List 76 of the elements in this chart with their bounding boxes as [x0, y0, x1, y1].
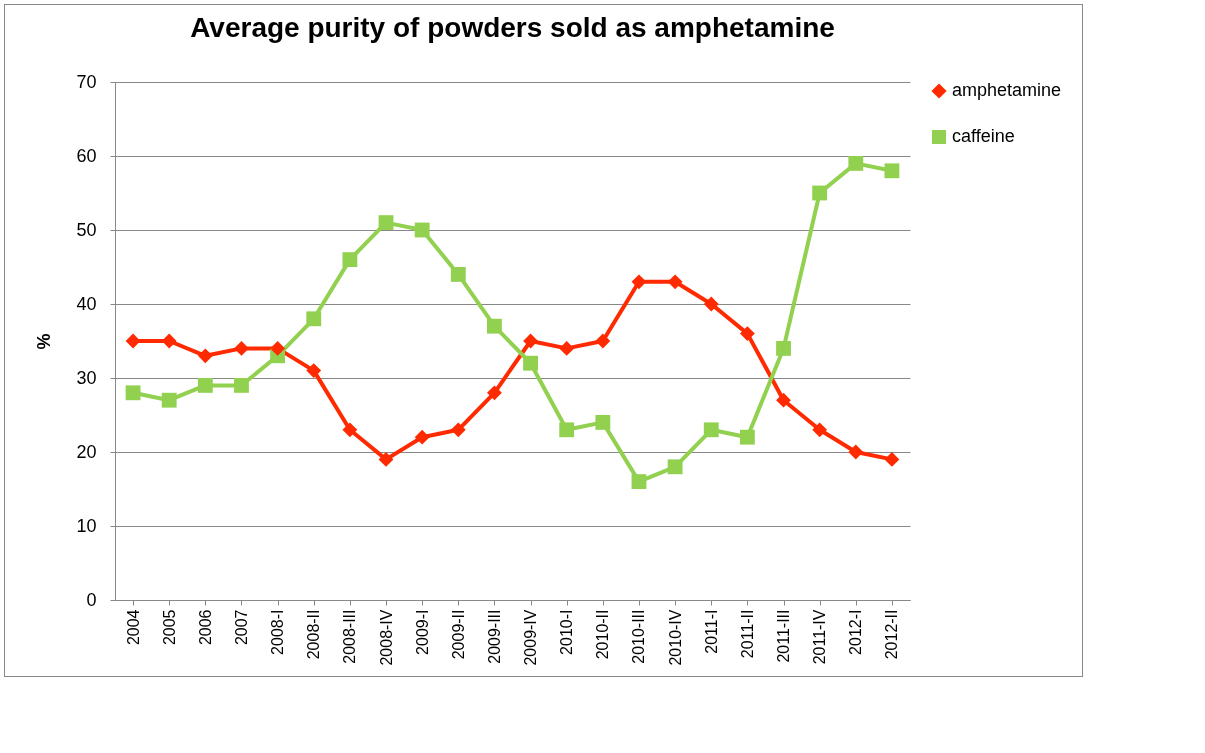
point [450, 266, 466, 282]
x-tick-label: 2008-II [305, 609, 323, 660]
x-tick-label: 2011-IV [811, 609, 829, 665]
point [739, 326, 755, 342]
point [595, 333, 611, 349]
point [487, 318, 502, 334]
x-tick-label: 2005 [160, 609, 178, 646]
x-tick-label: 2011-III [775, 609, 793, 663]
x-tick-label: 2010-IV [666, 609, 684, 666]
point [161, 392, 177, 408]
point [306, 363, 322, 379]
y-tick-label: 30 [76, 367, 97, 388]
x-tick-label: 2010-II [594, 609, 612, 660]
point [523, 355, 538, 371]
chart-title: Average purity of powders sold as amphetamine [190, 12, 835, 43]
point [306, 311, 322, 327]
y-tick-label: 0 [86, 589, 97, 610]
point [125, 333, 141, 349]
point [595, 414, 611, 430]
x-tick-label: 2008-IV [377, 609, 395, 666]
point [884, 163, 900, 179]
point [414, 429, 430, 445]
x-tick-label: 2009-III [485, 609, 503, 664]
point [161, 333, 177, 349]
y-tick-label: 10 [76, 515, 97, 536]
point [812, 422, 828, 438]
x-tick-label: 2007 [232, 609, 250, 646]
point [667, 274, 683, 290]
point [631, 274, 647, 290]
x-tick-label: 2010-I [558, 609, 576, 655]
point [848, 155, 864, 171]
point [270, 340, 286, 356]
y-tick-label: 40 [76, 293, 97, 314]
point [234, 340, 249, 356]
point [234, 377, 249, 393]
x-tick-label: 2009-I [413, 609, 431, 655]
point [487, 385, 502, 401]
x-tick-label: 2004 [124, 609, 142, 646]
point [414, 222, 430, 238]
x-tick-label: 2009-II [449, 609, 467, 660]
y-tick-label: 50 [76, 219, 97, 240]
x-tick-label: 2011-I [702, 609, 720, 654]
point [667, 459, 683, 475]
x-tick-label: 2008-I [269, 609, 287, 655]
point [342, 422, 358, 438]
point [812, 185, 828, 201]
point [776, 340, 791, 356]
x-tick-label: 2006 [196, 609, 214, 646]
point [884, 451, 900, 467]
point [703, 296, 719, 312]
y-tick-label: 20 [76, 441, 97, 462]
point [559, 422, 575, 438]
point [739, 429, 755, 445]
point [125, 385, 141, 401]
point [848, 444, 864, 460]
y-tick-label: 70 [76, 71, 97, 92]
x-tick-label: 2012-II [883, 609, 901, 660]
x-tick-label: 2010-III [630, 609, 648, 664]
point [378, 451, 394, 467]
x-tick-label: 2012-I [847, 609, 865, 655]
x-tick-label: 2008-III [341, 609, 359, 664]
point [342, 252, 358, 268]
x-tick-label: 2011-II [738, 609, 756, 659]
x-tick-label: 2009-IV [522, 609, 540, 666]
point [450, 422, 466, 438]
point [559, 340, 575, 356]
y-axis-title: % [34, 333, 55, 350]
point [197, 377, 213, 393]
point [378, 215, 394, 231]
point [631, 474, 647, 490]
legend-label: amphetamine [952, 80, 1062, 100]
point [703, 422, 719, 438]
y-tick-label: 60 [76, 145, 97, 166]
point [197, 348, 213, 364]
legend-label: caffeine [952, 126, 1015, 146]
point [776, 392, 791, 408]
